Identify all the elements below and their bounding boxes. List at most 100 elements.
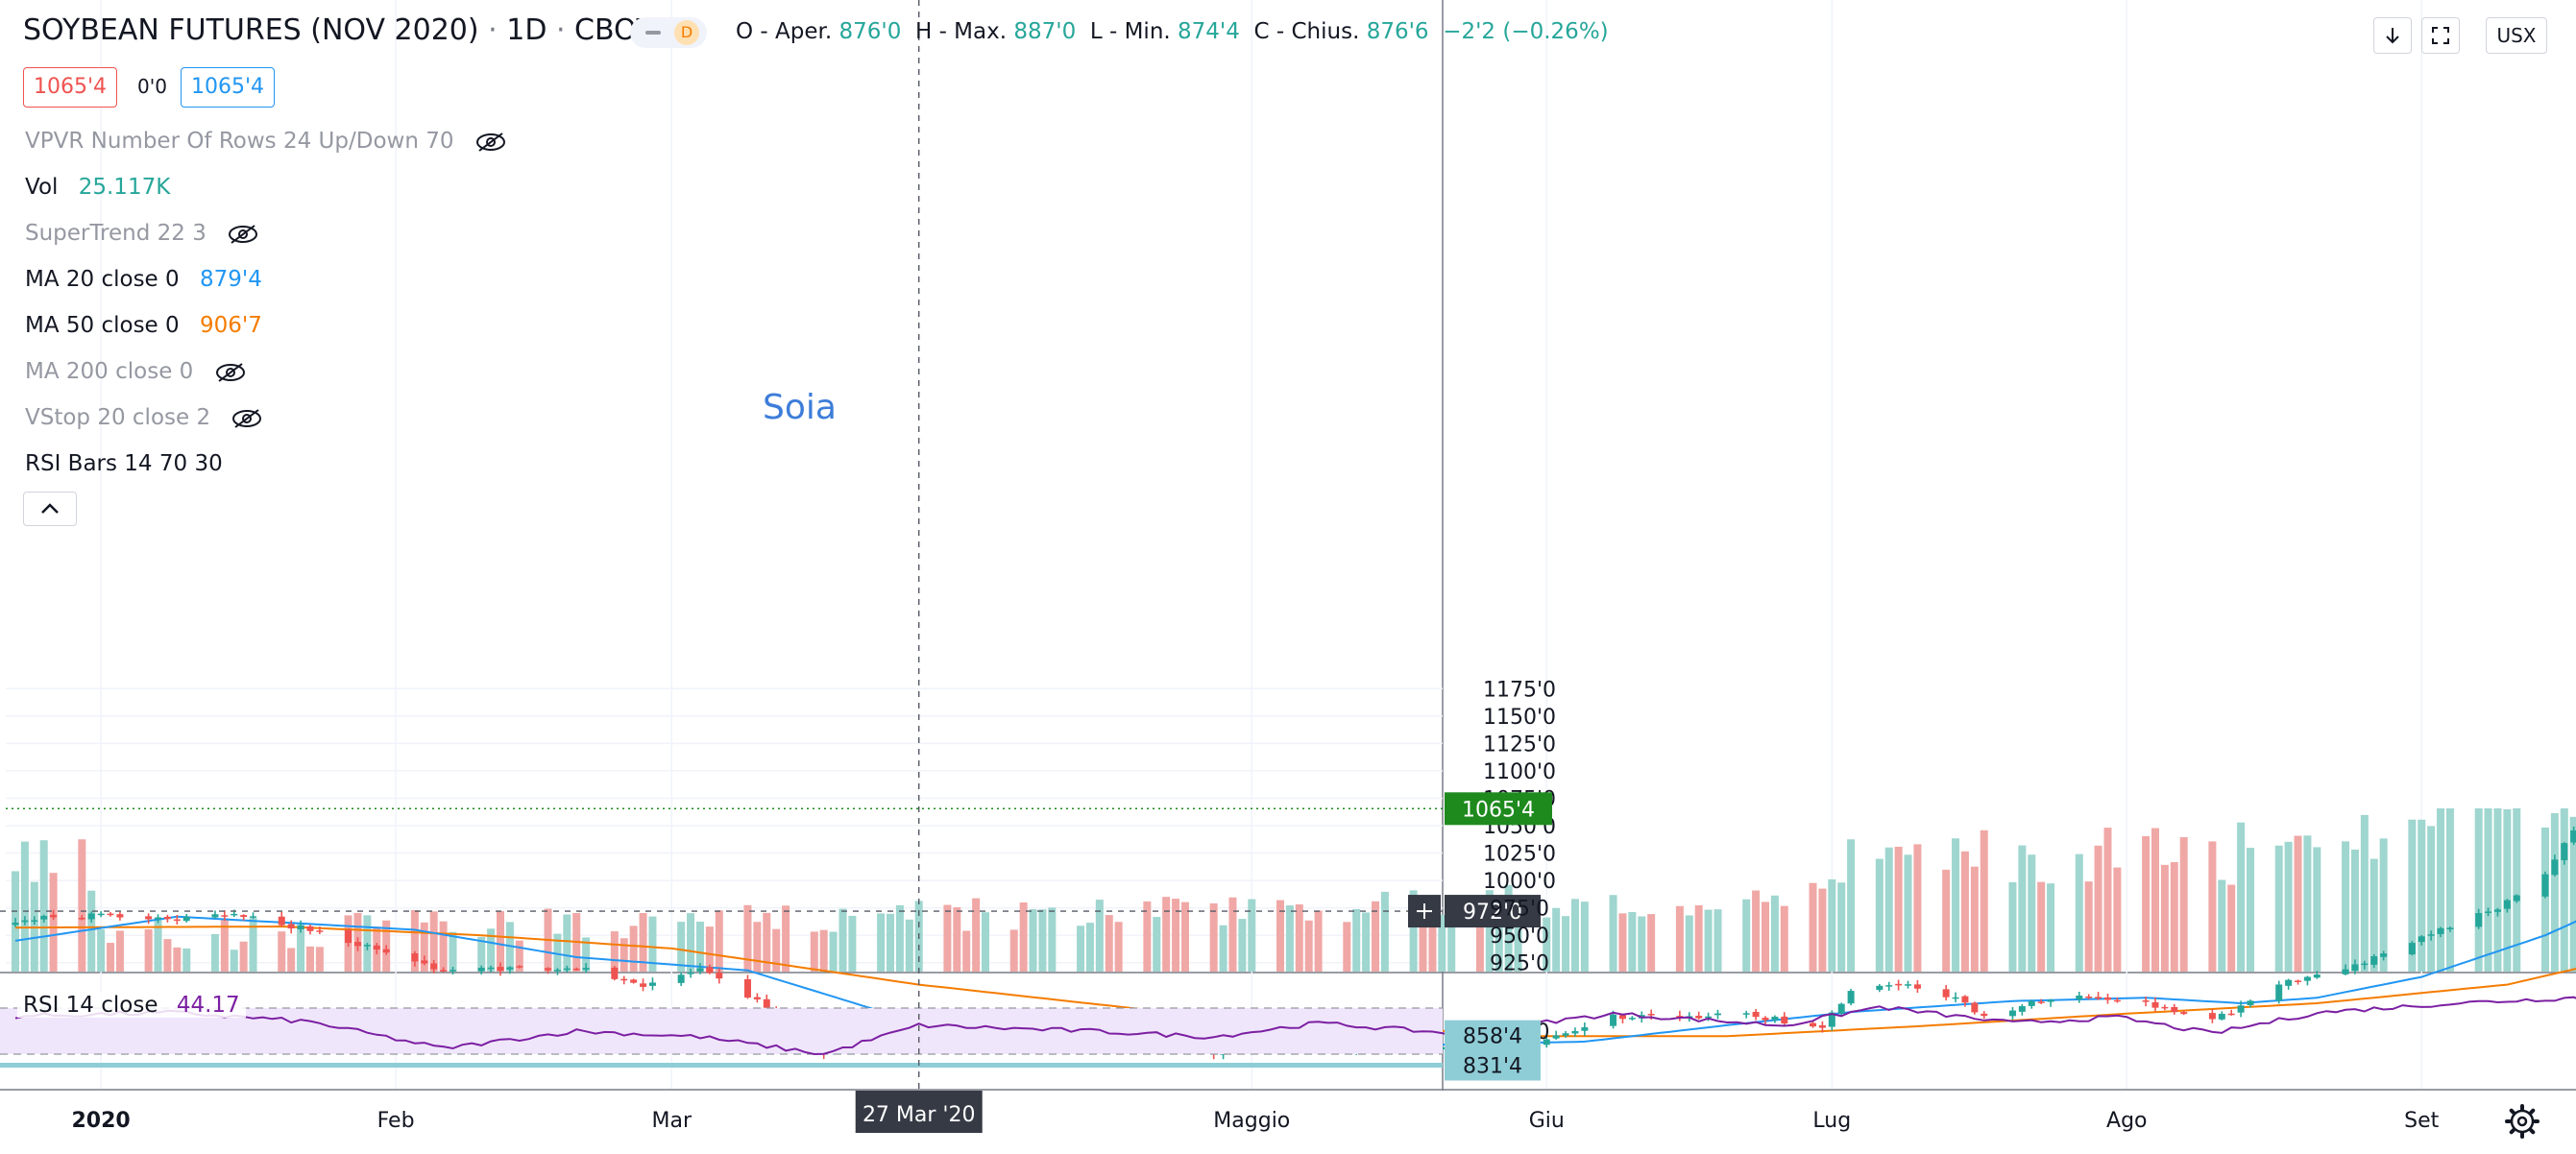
volume-bar xyxy=(306,947,314,972)
ma20-legend[interactable]: MA 20 close 0 879'4 xyxy=(25,267,262,292)
eye-off-icon[interactable] xyxy=(231,408,263,429)
volume-bar xyxy=(440,922,448,972)
market-status-badge[interactable]: D xyxy=(630,17,707,48)
volume-bar xyxy=(620,938,628,972)
volume-bar xyxy=(2037,882,2045,972)
rsi-legend[interactable]: RSI 14 close 44.17 xyxy=(17,993,246,1018)
price-tick-label: 1000'0 xyxy=(1483,870,1556,894)
candle-body xyxy=(2143,1000,2150,1002)
volume-bar xyxy=(2485,808,2492,972)
interval-label[interactable]: 1D xyxy=(506,13,547,47)
candle-body xyxy=(288,924,295,928)
candle-body xyxy=(2446,927,2453,929)
volume-bar xyxy=(962,931,970,972)
candle-body xyxy=(744,979,751,998)
eye-off-icon[interactable] xyxy=(214,362,247,383)
candle-body xyxy=(40,916,47,920)
volume-bar xyxy=(1695,905,1703,972)
candle-body xyxy=(2343,970,2349,974)
volume-bar xyxy=(1762,902,1769,972)
currency-button[interactable]: USX xyxy=(2486,17,2547,54)
volume-bar xyxy=(2237,823,2245,972)
candle-body xyxy=(306,926,313,931)
volume-bar xyxy=(2208,841,2216,972)
volume-bar xyxy=(1981,830,1988,972)
volume-bar xyxy=(1713,909,1721,972)
volume-bar xyxy=(982,912,989,972)
ma200-legend[interactable]: MA 200 close 0 xyxy=(25,359,247,384)
candle-body xyxy=(649,982,656,985)
vstop-legend[interactable]: VStop 20 close 2 xyxy=(25,405,263,430)
candle-body xyxy=(1571,1031,1578,1033)
price-tick-label: 950'0 xyxy=(1490,925,1549,949)
volume-bar xyxy=(1210,903,1218,972)
candle-body xyxy=(1695,1016,1702,1019)
collapse-legend-button[interactable] xyxy=(23,492,77,526)
volume-bar xyxy=(2161,865,2169,972)
chart-settings-button[interactable] xyxy=(2501,1100,2543,1142)
volume-bar xyxy=(78,839,85,972)
eye-off-icon[interactable] xyxy=(227,224,259,245)
symbol-name[interactable]: SOYBEAN FUTURES (NOV 2020) xyxy=(23,13,479,47)
volume-bar xyxy=(820,930,828,972)
candle-body xyxy=(1648,1014,1655,1016)
candle-body xyxy=(174,920,181,922)
volume-bar xyxy=(2247,848,2254,972)
candle-body xyxy=(678,974,685,983)
volume-bar xyxy=(772,929,780,972)
volume-bar xyxy=(2085,881,2093,972)
candle-body xyxy=(450,970,456,972)
spread-value: 0'0 xyxy=(137,75,167,98)
candle-body xyxy=(1885,985,1892,987)
candle-body xyxy=(2171,1007,2177,1012)
volume-bar xyxy=(838,909,846,972)
candle-body xyxy=(2418,936,2425,942)
candle-body xyxy=(2228,1014,2235,1016)
candle-body xyxy=(620,979,627,981)
ma50-legend[interactable]: MA 50 close 0 906'7 xyxy=(25,313,262,338)
candle-body xyxy=(2009,1011,2016,1017)
candle-body xyxy=(2438,928,2444,934)
vpvr-legend[interactable]: VPVR Number Of Rows 24 Up/Down 70 xyxy=(25,129,507,154)
volume-bar xyxy=(1647,914,1655,972)
chart-annotation[interactable]: Soia xyxy=(763,388,837,427)
crosshair-date-label: 27 Mar '20 xyxy=(863,1103,976,1127)
fullscreen-button[interactable] xyxy=(2421,17,2460,54)
volume-bar xyxy=(97,929,105,972)
candle-body xyxy=(12,923,19,925)
candle-body xyxy=(430,964,437,970)
volume-bar xyxy=(2513,808,2520,972)
volume-bar xyxy=(953,907,960,972)
scroll-to-realtime-button[interactable] xyxy=(2373,17,2412,54)
change-value: −2'2 (−0.26%) xyxy=(1443,19,1608,44)
candle-body xyxy=(1971,1003,1978,1013)
volume-legend[interactable]: Vol 25.117K xyxy=(25,175,170,200)
volume-bar xyxy=(2151,829,2159,972)
rsi-bars-legend[interactable]: RSI Bars 14 70 30 xyxy=(25,451,223,476)
candle-body xyxy=(2048,1000,2054,1002)
volume-bar xyxy=(1038,909,1046,972)
volume-bar xyxy=(1086,923,1094,972)
buy-button[interactable]: 1065'4 xyxy=(181,67,275,108)
volume-bar xyxy=(1143,902,1151,972)
time-tick-label: Mar xyxy=(651,1109,692,1133)
high-value: 887'0 xyxy=(1013,19,1076,44)
volume-bar xyxy=(1942,870,1950,972)
volume-bar xyxy=(2361,815,2369,972)
volume-bar xyxy=(2218,879,2225,972)
candle-body xyxy=(183,917,190,921)
volume-bar xyxy=(116,930,124,972)
sell-button[interactable]: 1065'4 xyxy=(23,67,117,108)
eye-off-icon[interactable] xyxy=(474,132,507,153)
volume-bar xyxy=(1010,929,1018,972)
candle-body xyxy=(411,953,418,961)
candle-body xyxy=(88,913,95,919)
candle-body xyxy=(564,969,571,971)
supertrend-legend[interactable]: SuperTrend 22 3 xyxy=(25,221,259,246)
candle-body xyxy=(498,967,504,971)
candle-body xyxy=(2409,943,2416,954)
candle-body xyxy=(706,967,713,973)
candle-body xyxy=(250,916,256,918)
